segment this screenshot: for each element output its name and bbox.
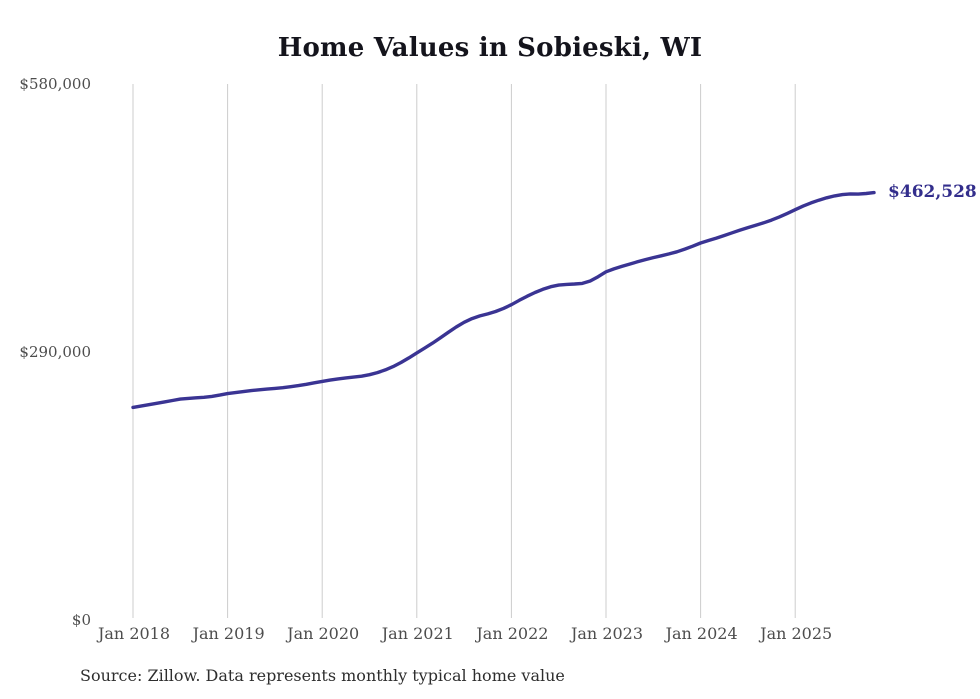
chart-title: Home Values in Sobieski, WI xyxy=(277,33,703,63)
x-axis-tick-label: Jan 2018 xyxy=(97,624,171,643)
x-axis-tick-label: Jan 2024 xyxy=(665,624,738,643)
y-axis-tick-label: $0 xyxy=(71,611,91,629)
home-value-line xyxy=(131,190,876,410)
source-note: Source: Zillow. Data represents monthly … xyxy=(80,666,565,685)
x-axis-tick-label: Jan 2019 xyxy=(192,624,265,643)
x-axis-tick-label: Jan 2023 xyxy=(570,624,644,643)
latest-value-label: $462,528 xyxy=(888,181,977,202)
x-axis-tick-label: Jan 2021 xyxy=(381,624,454,643)
y-axis-tick-label: $290,000 xyxy=(19,343,91,361)
x-axis-tick-label: Jan 2022 xyxy=(476,624,549,643)
x-axis-tick-label: Jan 2020 xyxy=(287,624,360,643)
x-axis-tick-label: Jan 2025 xyxy=(760,624,833,643)
y-axis-tick-label: $580,000 xyxy=(19,75,91,93)
